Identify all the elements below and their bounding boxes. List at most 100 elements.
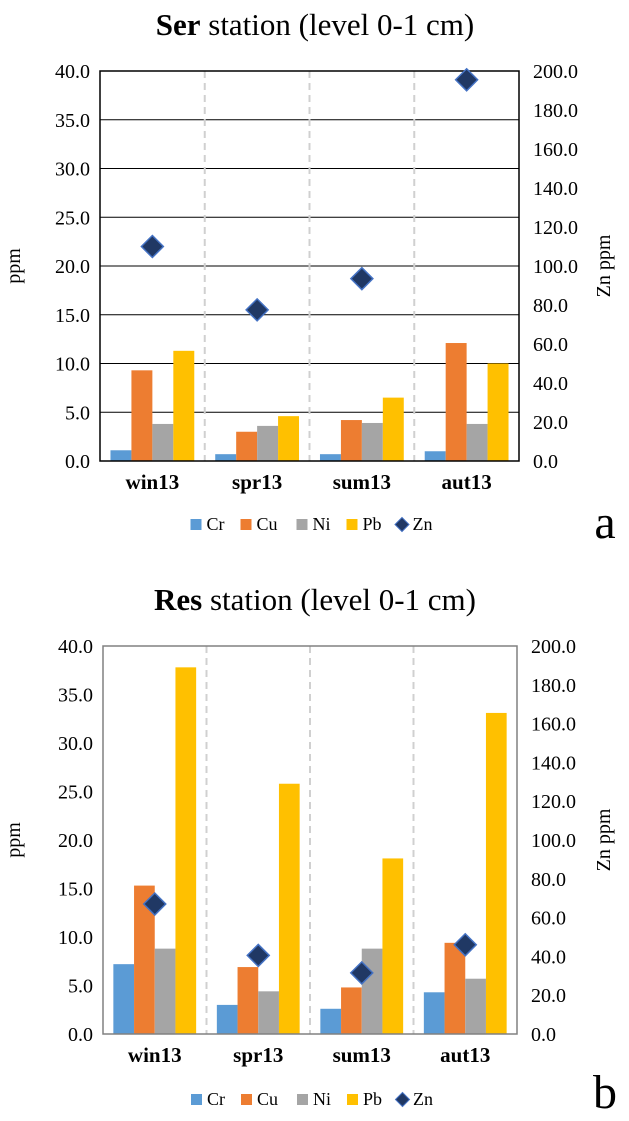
y2-tick-label: 120.0 [533, 217, 578, 239]
bar-cr-win13 [110, 450, 132, 461]
bar-pb-sum13 [382, 397, 404, 461]
chart-title-station: Res [154, 582, 202, 617]
legend-label: Zn [413, 1089, 433, 1109]
bar-cu-sum13 [340, 420, 362, 461]
legend-label: Cu [257, 514, 278, 534]
bar-cr-aut13 [424, 451, 446, 461]
x-tick-label: sum13 [333, 470, 391, 494]
legend-swatch [190, 519, 202, 530]
bar-pb-win13 [173, 350, 195, 461]
legend-item-cr: Cr [190, 514, 225, 534]
plot-frame [102, 645, 518, 1035]
y-tick-label: 0.0 [65, 451, 90, 473]
y-tick-label: 20.0 [58, 830, 93, 852]
y2-tick-label: 180.0 [533, 100, 578, 122]
y-tick-label: 25.0 [55, 207, 90, 229]
y-tick-label: 0.0 [68, 1024, 93, 1046]
legend-item-pb: Pb [347, 1089, 382, 1109]
legend-swatch [296, 519, 308, 530]
y-tick-label: 15.0 [58, 879, 93, 901]
legend-label: Ni [313, 514, 331, 534]
bar-cu-aut13 [445, 343, 467, 461]
legend-label: Cr [207, 1089, 225, 1109]
bar-cr-sum13 [319, 454, 341, 461]
y2-tick-label: 60.0 [533, 334, 568, 356]
legend-swatch [240, 519, 252, 530]
bar-cr-aut13 [423, 992, 445, 1034]
y-tick-label: 30.0 [55, 159, 90, 181]
legend-item-pb: Pb [346, 514, 382, 534]
y-tick-label: 10.0 [55, 354, 90, 376]
marker-zn-aut13 [453, 932, 478, 957]
bar-cr-spr13 [215, 454, 237, 461]
chart-title: Ser station (level 0-1 cm) [156, 7, 475, 42]
y2-tick-label: 200.0 [531, 636, 576, 658]
legend-swatch [191, 1094, 202, 1105]
chart-title: Res station (level 0-1 cm) [154, 582, 476, 617]
y2-tick-label: 100.0 [533, 256, 578, 278]
plot-frame [99, 70, 520, 462]
bar-cr-spr13 [216, 1004, 238, 1034]
bar-cr-sum13 [320, 1008, 342, 1034]
legend-swatch [394, 1091, 411, 1108]
y2-tick-label: 100.0 [531, 830, 576, 852]
bar-cu-sum13 [341, 987, 362, 1034]
y2-tick-label: 0.0 [533, 451, 558, 473]
legend-item-ni: Ni [296, 514, 331, 534]
bar-pb-aut13 [487, 363, 509, 461]
chart-panel-b: Res station (level 0-1 cm) 0.0 5.0 10.0 15.0… [3, 582, 617, 1119]
x-tick-label: sum13 [333, 1043, 391, 1067]
legend-swatch [394, 516, 410, 533]
legend-item-cr: Cr [191, 1089, 225, 1109]
x-tick-label: spr13 [233, 1043, 283, 1067]
legend-swatch [347, 1094, 358, 1105]
marker-zn-aut13 [454, 67, 479, 92]
legend-label: Pb [363, 1089, 382, 1109]
y2-tick-label: 140.0 [533, 178, 578, 200]
y-tick-label: 15.0 [55, 305, 90, 327]
marker-zn-sum13 [349, 960, 374, 985]
bar-cu-aut13 [444, 942, 466, 1034]
y-tick-label: 5.0 [65, 402, 90, 424]
y-tick-label: 20.0 [55, 256, 90, 278]
bar-cu-spr13 [236, 431, 258, 461]
y2-axis-title: Zn ppm [593, 234, 615, 297]
legend-item-zn: Zn [394, 1089, 433, 1109]
chart-title-text: station (level 0-1 cm) [201, 7, 475, 42]
marker-zn-spr13 [245, 297, 270, 322]
bar-cr-win13 [113, 964, 135, 1034]
y2-tick-label: 20.0 [533, 412, 568, 434]
legend-label: Zn [413, 514, 433, 534]
bar-cu-spr13 [237, 967, 259, 1034]
y2-tick-label: 40.0 [531, 946, 566, 968]
y2-tick-label: 200.0 [533, 61, 578, 83]
y2-tick-label: 40.0 [533, 373, 568, 395]
chart-title-station: Ser [156, 7, 201, 42]
y2-tick-label: 20.0 [531, 985, 566, 1007]
panel-label: a [594, 496, 615, 549]
bar-pb-win13 [175, 667, 197, 1034]
bar-ni-sum13 [361, 948, 383, 1034]
y2-tick-label: 0.0 [531, 1024, 556, 1046]
chart-title-text: station (level 0-1 cm) [202, 582, 476, 617]
chart-panel-a: Ser station (level 0-1 cm) 0.0 5.0 10.0 15.0… [3, 7, 616, 549]
legend-label: Pb [363, 514, 382, 534]
legend-swatch [241, 1094, 252, 1105]
x-tick-label: aut13 [440, 1043, 490, 1067]
x-tick-label: win13 [128, 1043, 182, 1067]
y2-tick-label: 120.0 [531, 791, 576, 813]
legend-item-zn: Zn [394, 514, 433, 534]
bar-ni-aut13 [466, 423, 488, 461]
y2-tick-label: 80.0 [533, 295, 568, 317]
x-tick-label: aut13 [442, 470, 492, 494]
x-tick-label: spr13 [232, 470, 282, 494]
legend-item-ni: Ni [297, 1089, 331, 1109]
legend-item-cu: Cu [241, 1089, 278, 1109]
bar-pb-sum13 [382, 858, 404, 1034]
y-tick-label: 10.0 [58, 927, 93, 949]
bar-ni-sum13 [361, 422, 383, 461]
y2-axis-title: Zn ppm [593, 808, 615, 871]
y-tick-label: 35.0 [58, 685, 93, 707]
y2-tick-label: 160.0 [533, 139, 578, 161]
bar-ni-aut13 [465, 978, 486, 1034]
